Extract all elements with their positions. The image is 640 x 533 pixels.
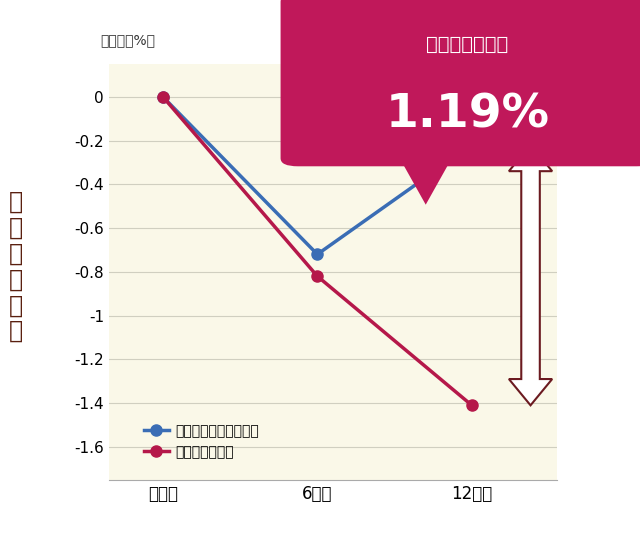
Polygon shape	[401, 161, 450, 205]
Line: エラグ酸摂取者: エラグ酸摂取者	[157, 91, 477, 411]
Legend: 非摂取者（プラセボ）, エラグ酸摂取者: 非摂取者（プラセボ）, エラグ酸摂取者	[138, 418, 265, 464]
非摂取者（プラセボ）	[159, 94, 166, 100]
Text: 1.19%: 1.19%	[385, 93, 549, 138]
非摂取者（プラセボ）	[468, 142, 476, 148]
Text: プラセボとの差: プラセボとの差	[426, 35, 508, 54]
Text: 体
脂
肪
変
化
量: 体 脂 肪 変 化 量	[9, 190, 23, 343]
エラグ酸摂取者	[159, 94, 166, 100]
Line: 非摂取者（プラセボ）: 非摂取者（プラセボ）	[157, 91, 477, 260]
Text: 変化量（%）: 変化量（%）	[100, 34, 155, 47]
非摂取者（プラセボ）	[314, 251, 321, 257]
エラグ酸摂取者	[468, 402, 476, 408]
エラグ酸摂取者	[314, 273, 321, 279]
Polygon shape	[509, 145, 552, 405]
FancyBboxPatch shape	[280, 0, 640, 166]
